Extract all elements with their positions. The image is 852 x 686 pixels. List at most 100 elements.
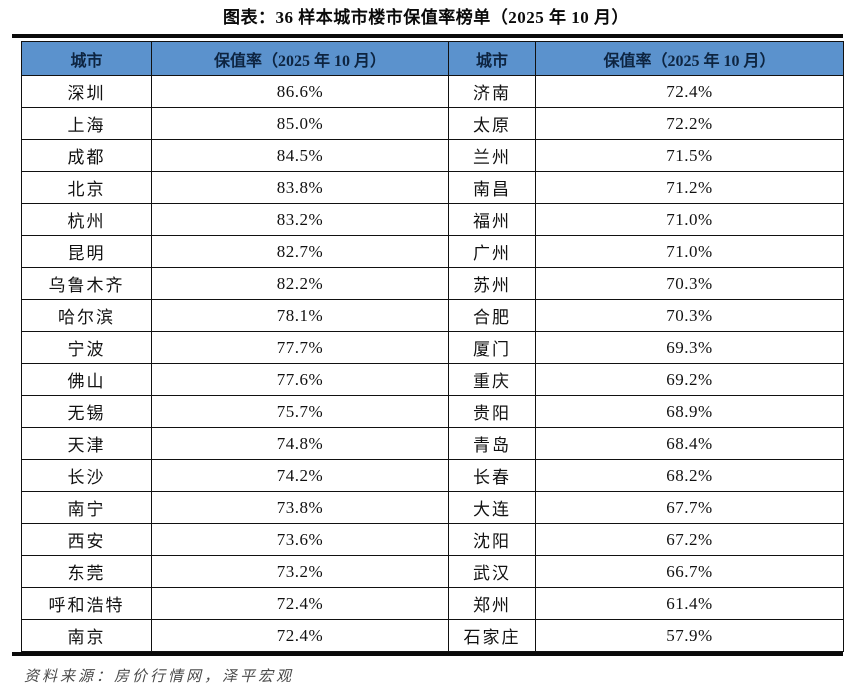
city-cell: 沈阳 xyxy=(448,523,536,556)
table-row: 南京 72.4% 石家庄 57.9% xyxy=(21,619,844,652)
rate-cell: 69.2% xyxy=(535,363,844,396)
rate-cell: 73.2% xyxy=(151,555,449,588)
rate-cell: 85.0% xyxy=(151,107,449,140)
rate-cell: 67.7% xyxy=(535,491,844,524)
city-cell: 郑州 xyxy=(448,587,536,620)
city-cell: 乌鲁木齐 xyxy=(21,267,152,300)
rate-cell: 71.0% xyxy=(535,235,844,268)
city-cell: 青岛 xyxy=(448,427,536,460)
table-row: 南宁 73.8% 大连 67.7% xyxy=(21,491,844,524)
rate-cell: 74.2% xyxy=(151,459,449,492)
table-row: 无锡 75.7% 贵阳 68.9% xyxy=(21,395,844,428)
city-cell: 昆明 xyxy=(21,235,152,268)
city-cell: 南宁 xyxy=(21,491,152,524)
city-cell: 西安 xyxy=(21,523,152,556)
city-cell: 成都 xyxy=(21,139,152,172)
city-cell: 贵阳 xyxy=(448,395,536,428)
city-cell: 南昌 xyxy=(448,171,536,204)
table-row: 东莞 73.2% 武汉 66.7% xyxy=(21,555,844,588)
rate-cell: 72.2% xyxy=(535,107,844,140)
city-cell: 福州 xyxy=(448,203,536,236)
city-cell: 苏州 xyxy=(448,267,536,300)
city-cell: 南京 xyxy=(21,619,152,652)
header-rate-left: 保值率（2025 年 10 月） xyxy=(151,41,449,76)
rate-cell: 68.2% xyxy=(535,459,844,492)
city-cell: 天津 xyxy=(21,427,152,460)
rate-cell: 72.4% xyxy=(535,75,844,108)
city-cell: 北京 xyxy=(21,171,152,204)
rate-cell: 61.4% xyxy=(535,587,844,620)
rate-cell: 68.4% xyxy=(535,427,844,460)
rate-cell: 70.3% xyxy=(535,299,844,332)
source-note: 资料来源：房价行情网，泽平宏观 xyxy=(24,669,295,685)
rate-cell: 83.2% xyxy=(151,203,449,236)
rate-cell: 69.3% xyxy=(535,331,844,364)
header-rate-right: 保值率（2025 年 10 月） xyxy=(535,41,844,76)
rate-cell: 72.4% xyxy=(151,619,449,652)
city-cell: 太原 xyxy=(448,107,536,140)
rate-cell: 71.5% xyxy=(535,139,844,172)
rate-cell: 83.8% xyxy=(151,171,449,204)
table-row: 杭州 83.2% 福州 71.0% xyxy=(21,203,844,236)
city-cell: 长沙 xyxy=(21,459,152,492)
city-cell: 上海 xyxy=(21,107,152,140)
table-row: 深圳 86.6% 济南 72.4% xyxy=(21,75,844,108)
city-cell: 济南 xyxy=(448,75,536,108)
table-row: 呼和浩特 72.4% 郑州 61.4% xyxy=(21,587,844,620)
table-row: 西安 73.6% 沈阳 67.2% xyxy=(21,523,844,556)
city-cell: 兰州 xyxy=(448,139,536,172)
table-row: 成都 84.5% 兰州 71.5% xyxy=(21,139,844,172)
table-row: 天津 74.8% 青岛 68.4% xyxy=(21,427,844,460)
rate-cell: 82.7% xyxy=(151,235,449,268)
table-row: 长沙 74.2% 长春 68.2% xyxy=(21,459,844,492)
rate-cell: 74.8% xyxy=(151,427,449,460)
rate-cell: 67.2% xyxy=(535,523,844,556)
city-cell: 广州 xyxy=(448,235,536,268)
city-cell: 哈尔滨 xyxy=(21,299,152,332)
city-cell: 杭州 xyxy=(21,203,152,236)
table-row: 乌鲁木齐 82.2% 苏州 70.3% xyxy=(21,267,844,300)
rate-cell: 57.9% xyxy=(535,619,844,652)
table-row: 宁波 77.7% 厦门 69.3% xyxy=(21,331,844,364)
city-cell: 长春 xyxy=(448,459,536,492)
rate-cell: 71.0% xyxy=(535,203,844,236)
rate-cell: 77.7% xyxy=(151,331,449,364)
header-city-right: 城市 xyxy=(448,41,536,76)
city-cell: 大连 xyxy=(448,491,536,524)
city-cell: 深圳 xyxy=(21,75,152,108)
rate-cell: 72.4% xyxy=(151,587,449,620)
city-cell: 厦门 xyxy=(448,331,536,364)
city-cell: 佛山 xyxy=(21,363,152,396)
rate-cell: 73.6% xyxy=(151,523,449,556)
table-row: 佛山 77.6% 重庆 69.2% xyxy=(21,363,844,396)
rate-cell: 77.6% xyxy=(151,363,449,396)
city-cell: 合肥 xyxy=(448,299,536,332)
table-row: 上海 85.0% 太原 72.2% xyxy=(21,107,844,140)
city-cell: 呼和浩特 xyxy=(21,587,152,620)
table-row: 昆明 82.7% 广州 71.0% xyxy=(21,235,844,268)
rate-cell: 68.9% xyxy=(535,395,844,428)
table-body: 深圳 86.6% 济南 72.4% 上海 85.0% 太原 72.2% 成都 84.5% 兰州 71.… xyxy=(21,75,844,652)
rate-cell: 66.7% xyxy=(535,555,844,588)
rate-cell: 70.3% xyxy=(535,267,844,300)
city-cell: 宁波 xyxy=(21,331,152,364)
rate-cell: 73.8% xyxy=(151,491,449,524)
rate-cell: 82.2% xyxy=(151,267,449,300)
page-title: 图表：36 样本城市楼市保值率榜单（2025 年 10 月） xyxy=(223,8,629,27)
rate-cell: 84.5% xyxy=(151,139,449,172)
table-container: 城市 保值率（2025 年 10 月） 城市 保值率（2025 年 10 月） … xyxy=(12,34,844,656)
rate-cell: 71.2% xyxy=(535,171,844,204)
table-row: 北京 83.8% 南昌 71.2% xyxy=(21,171,844,204)
city-cell: 无锡 xyxy=(21,395,152,428)
city-cell: 东莞 xyxy=(21,555,152,588)
rate-cell: 75.7% xyxy=(151,395,449,428)
table-row: 哈尔滨 78.1% 合肥 70.3% xyxy=(21,299,844,332)
rate-cell: 78.1% xyxy=(151,299,449,332)
value-retention-table: 城市 保值率（2025 年 10 月） 城市 保值率（2025 年 10 月） … xyxy=(21,41,844,652)
city-cell: 重庆 xyxy=(448,363,536,396)
city-cell: 石家庄 xyxy=(448,619,536,652)
rate-cell: 86.6% xyxy=(151,75,449,108)
header-row: 城市 保值率（2025 年 10 月） 城市 保值率（2025 年 10 月） xyxy=(21,41,844,76)
city-cell: 武汉 xyxy=(448,555,536,588)
header-city-left: 城市 xyxy=(21,41,152,76)
